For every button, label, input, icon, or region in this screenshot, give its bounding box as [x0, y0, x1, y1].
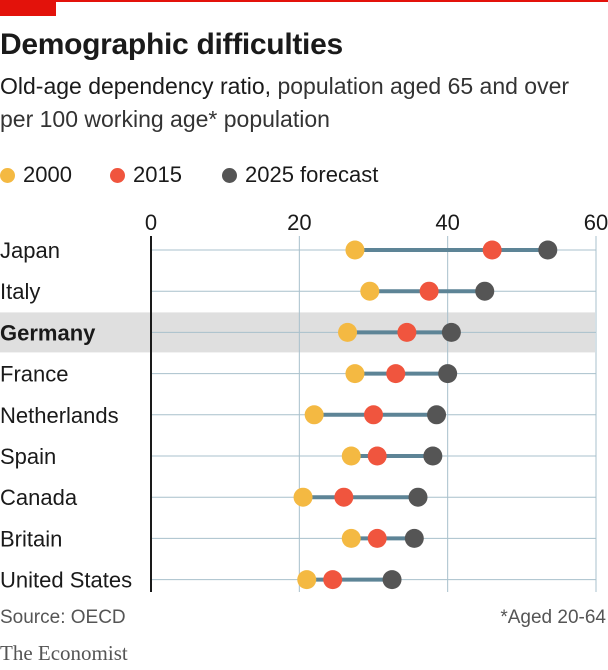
- dot-2015-france: [386, 364, 406, 384]
- footnote: *Aged 20-64: [500, 607, 606, 628]
- dot-2025-forecast-france: [438, 364, 458, 384]
- dot-2000-france: [345, 364, 365, 384]
- dot-2015-canada: [334, 487, 354, 507]
- top-accent-rule: [0, 0, 608, 2]
- subtitle-lead: Old-age dependency ratio,: [0, 73, 272, 99]
- category-label-france: France: [0, 362, 68, 387]
- category-label-germany: Germany: [0, 320, 96, 345]
- category-label-netherlands: Netherlands: [0, 403, 119, 428]
- top-accent-tag: [0, 0, 56, 16]
- category-label-united-states: United States: [0, 568, 132, 593]
- dot-2025-forecast-spain: [423, 446, 443, 466]
- dot-2015-united-states: [323, 570, 343, 590]
- legend-dot-2000: [0, 167, 15, 183]
- dot-2000-italy: [360, 281, 380, 301]
- category-label-canada: Canada: [0, 485, 78, 510]
- dot-2025-forecast-japan: [538, 240, 558, 260]
- category-label-spain: Spain: [0, 444, 56, 469]
- x-tick-label-0: 0: [145, 210, 157, 235]
- chart-title: Demographic difficulties: [0, 28, 343, 61]
- legend-item-2025-forecast: 2025 forecast: [222, 162, 378, 188]
- category-label-italy: Italy: [0, 279, 40, 304]
- dot-2025-forecast-netherlands: [427, 405, 447, 425]
- dot-2000-canada: [293, 487, 313, 507]
- dot-2015-japan: [482, 240, 502, 260]
- legend-dot-2025-forecast: [222, 167, 237, 183]
- dot-2015-netherlands: [364, 405, 383, 425]
- legend-item-2000: 2000: [0, 162, 72, 188]
- dot-2000-britain: [341, 528, 361, 548]
- dot-2025-forecast-italy: [475, 281, 495, 301]
- category-label-britain: Britain: [0, 526, 62, 551]
- dot-2000-germany: [338, 322, 358, 342]
- dot-2015-spain: [367, 446, 387, 466]
- dot-2015-germany: [397, 322, 417, 342]
- brand-logo-text: The Economist: [0, 641, 128, 665]
- dot-2025-forecast-germany: [441, 322, 461, 342]
- dot-2025-forecast-canada: [408, 487, 428, 507]
- dot-2000-japan: [345, 240, 365, 260]
- source-note: Source: OECD: [0, 607, 126, 628]
- legend-label-2025-forecast: 2025 forecast: [245, 162, 379, 187]
- dot-2015-italy: [419, 281, 439, 301]
- category-label-japan: Japan: [0, 238, 60, 263]
- dot-2000-netherlands: [304, 405, 324, 425]
- dot-2000-united-states: [297, 570, 317, 590]
- dot-2025-forecast-united-states: [382, 570, 402, 590]
- x-tick-label-20: 20: [287, 210, 311, 235]
- x-tick-label-60: 60: [584, 210, 608, 235]
- dot-2015-britain: [367, 528, 387, 548]
- legend-label-2000: 2000: [23, 162, 72, 187]
- chart-subtitle: Old-age dependency ratio, population age…: [0, 70, 600, 136]
- subtitle-rest: population aged 65 and over per 100 work…: [0, 73, 570, 132]
- legend-item-2015: 2015: [110, 162, 182, 188]
- dot-2000-spain: [341, 446, 361, 466]
- dot-plot-chart: 0 20 40 60 Japan Italy Germany France Netherland…: [0, 210, 608, 593]
- legend-label-2015: 2015: [133, 162, 182, 187]
- x-tick-label-40: 40: [435, 210, 459, 235]
- dot-2025-forecast-britain: [404, 528, 424, 548]
- legend-dot-2015: [110, 167, 125, 183]
